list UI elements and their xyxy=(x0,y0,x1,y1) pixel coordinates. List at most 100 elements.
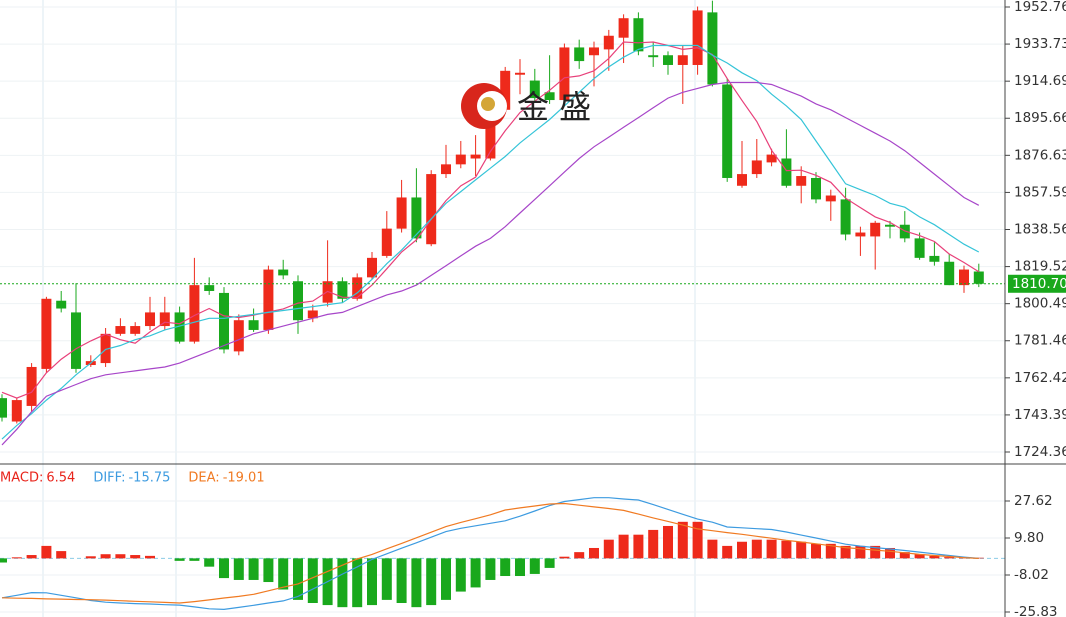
macd-bar xyxy=(870,545,881,559)
candle-body xyxy=(455,154,466,165)
macd-bar xyxy=(648,529,659,559)
macd-bar xyxy=(411,558,422,608)
candle-body xyxy=(248,320,259,330)
macd-bar xyxy=(219,558,229,579)
candle-body xyxy=(811,177,821,200)
candle-body xyxy=(26,366,37,406)
macd-bar xyxy=(337,558,348,608)
macd-bar xyxy=(145,555,155,559)
candle-body xyxy=(677,55,688,65)
macd-bar xyxy=(100,554,111,559)
candle-body xyxy=(633,18,644,52)
candle-body xyxy=(470,154,481,159)
macd-bar xyxy=(737,541,747,559)
y-tick-label: 1895.66 xyxy=(1014,110,1066,126)
watermark-text: 金 盛 xyxy=(517,88,591,126)
candle-body xyxy=(648,55,659,58)
candle-body xyxy=(870,222,881,237)
candle-body xyxy=(100,333,111,364)
candle-body xyxy=(914,238,925,258)
macd-bar xyxy=(470,558,481,588)
candle-body xyxy=(278,269,289,276)
y-tick-label: 9.80 xyxy=(1014,530,1044,546)
candle-body xyxy=(307,310,318,319)
macd-bar xyxy=(115,554,126,559)
macd-bar xyxy=(811,543,821,559)
candle-body xyxy=(263,269,274,330)
macd-bar xyxy=(722,545,733,559)
candle-body xyxy=(396,197,407,229)
macd-bar xyxy=(0,558,7,563)
macd-bar xyxy=(515,558,525,577)
macd-bar xyxy=(263,558,274,583)
candle-body xyxy=(574,47,585,62)
macd-bar xyxy=(663,525,673,559)
candle-body xyxy=(352,277,363,299)
legend-value: -19.01 xyxy=(223,471,265,486)
watermark: 金 盛 xyxy=(461,83,591,129)
macd-bar xyxy=(885,547,895,559)
macd-bar xyxy=(929,555,940,559)
last-price-box xyxy=(1008,274,1066,293)
candle-body xyxy=(500,70,511,110)
y-tick-label: 1762.42 xyxy=(1014,370,1066,386)
macd-bar xyxy=(278,558,289,590)
candle-body xyxy=(485,109,496,159)
candle-body xyxy=(559,47,570,101)
y-tick-label: 1781.46 xyxy=(1014,333,1066,349)
y-tick-label: 1819.52 xyxy=(1014,259,1066,275)
macd-bar xyxy=(529,558,540,574)
macd-bar xyxy=(781,540,792,559)
candle-body xyxy=(233,320,244,352)
macd-bar xyxy=(396,558,407,604)
macd-bar xyxy=(589,547,599,559)
legend-label: DEA: xyxy=(188,471,219,486)
y-tick-label: 27.62 xyxy=(1014,493,1053,509)
macd-bar xyxy=(840,545,851,559)
candle-body xyxy=(944,261,955,286)
macd-bar xyxy=(751,539,762,559)
candle-body xyxy=(929,255,940,262)
candle-body xyxy=(411,197,422,239)
macd-bar xyxy=(26,555,37,559)
candle-body xyxy=(115,326,126,334)
macd-bar xyxy=(899,552,910,559)
macd-bar xyxy=(455,558,466,592)
macd-bar xyxy=(130,555,141,559)
macd-bar xyxy=(944,557,955,559)
macd-bar xyxy=(914,554,925,559)
y-tick-label: 1800.49 xyxy=(1014,296,1066,312)
y-tick-label: 1857.59 xyxy=(1014,184,1066,200)
y-tick-label: 1724.36 xyxy=(1014,444,1066,460)
macd-bar xyxy=(41,545,52,559)
last-price-label: 1810.70 xyxy=(1012,276,1066,292)
ma-line xyxy=(1,41,980,399)
candle-body xyxy=(722,84,733,178)
macd-bar xyxy=(677,521,688,559)
macd-bar xyxy=(692,521,703,559)
candle-body xyxy=(737,174,747,186)
macd-bar xyxy=(485,558,496,580)
macd-bar xyxy=(174,558,185,561)
macd-bar xyxy=(367,558,377,606)
macd-bar xyxy=(618,534,629,559)
candle-body xyxy=(515,72,525,75)
macd-bar xyxy=(559,556,570,559)
macd-bar xyxy=(293,558,303,600)
y-tick-label: 1933.73 xyxy=(1014,36,1066,52)
candle-body xyxy=(159,312,170,327)
y-tick-label: -25.83 xyxy=(1014,604,1058,617)
macd-bar xyxy=(85,556,96,559)
macd-bar xyxy=(500,558,511,577)
macd-bar xyxy=(633,534,644,559)
macd-bar xyxy=(204,558,215,567)
candle-body xyxy=(189,285,200,342)
candle-body xyxy=(56,300,67,309)
candle-body xyxy=(766,154,777,163)
macd-bar xyxy=(381,558,392,600)
macd-bar xyxy=(56,551,67,559)
candle-body xyxy=(959,269,969,286)
candle-body xyxy=(618,18,629,38)
macd-bar xyxy=(426,558,437,606)
